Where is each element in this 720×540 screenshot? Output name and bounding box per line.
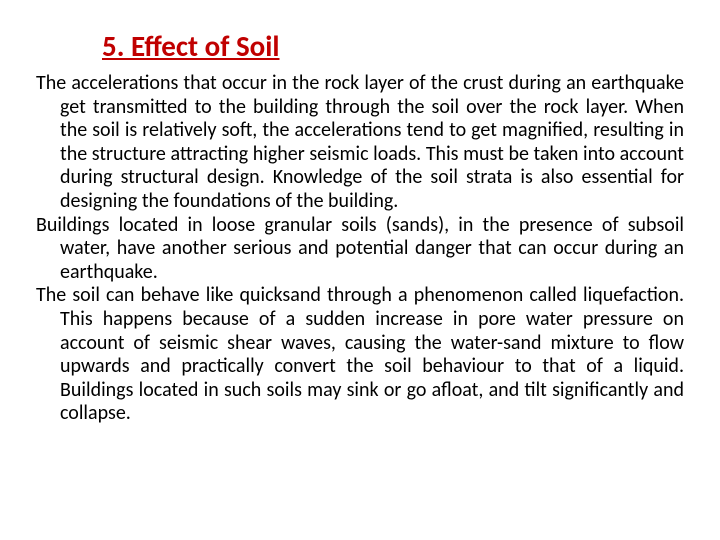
paragraph-2: Buildings located in loose granular soil…	[36, 214, 684, 285]
paragraph-1: The accelerations that occur in the rock…	[36, 72, 684, 214]
paragraph-3: The soil can behave like quicksand throu…	[36, 284, 684, 426]
slide-title: 5. Effect of Soil	[102, 28, 684, 64]
slide-container: 5. Effect of Soil The accelerations that…	[0, 0, 720, 540]
slide-body: The accelerations that occur in the rock…	[36, 72, 684, 426]
